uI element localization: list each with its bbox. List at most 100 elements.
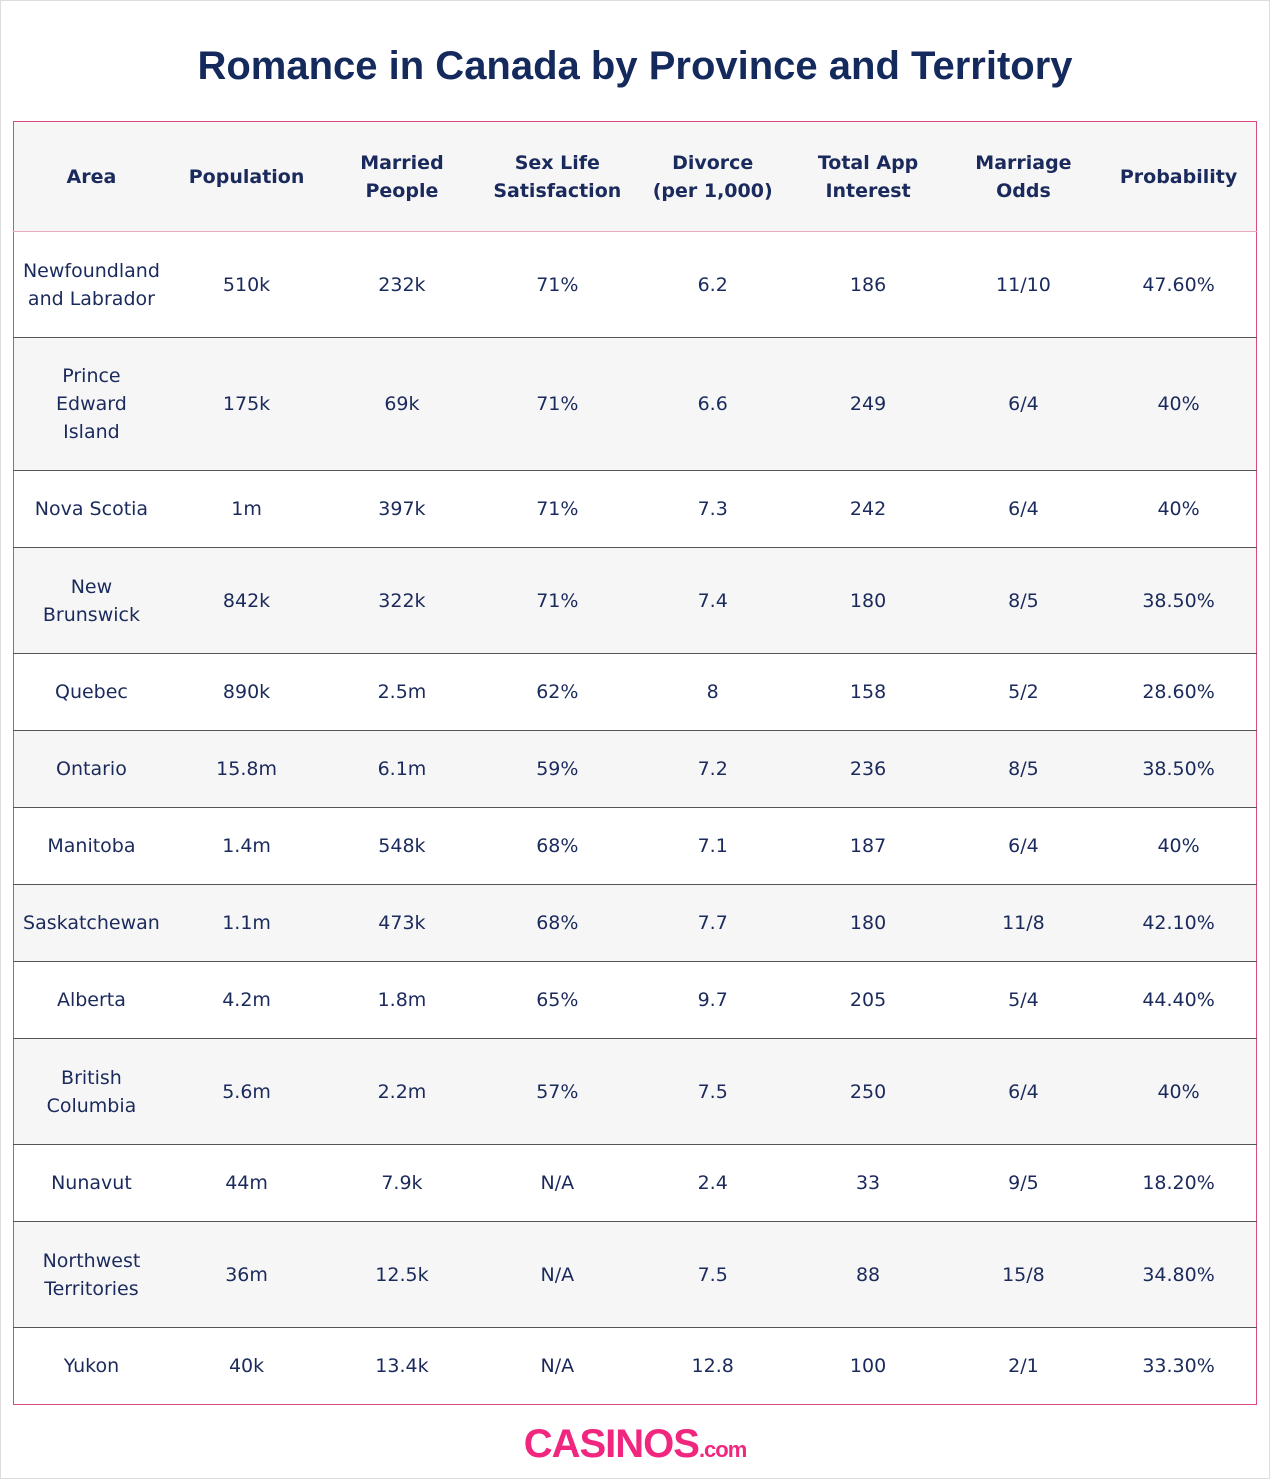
cell-text: 473k — [378, 912, 426, 934]
header-row: Area Population Married People Sex Life Satis… — [13, 121, 1257, 232]
area-line: Island — [63, 421, 120, 443]
cell-text: 15.8m — [216, 758, 277, 780]
value-cell: 236 — [790, 730, 946, 808]
cell-text: 15/8 — [1002, 1263, 1045, 1286]
value-cell: 890k — [168, 653, 325, 731]
cell-text: 28.60% — [1142, 681, 1215, 703]
value-cell: 11/8 — [945, 884, 1102, 962]
cell-text: 40% — [1157, 835, 1200, 857]
value-cell: 6.6 — [635, 337, 791, 471]
cell-text: 2.4 — [697, 1172, 728, 1194]
table-row: Alberta 4.2m 1.8m 65% 9.7 205 5/4 44.40% — [13, 961, 1257, 1039]
value-cell: 88 — [790, 1221, 946, 1328]
area-cell: Newfoundland and Labrador — [13, 231, 169, 338]
cell-text: 38.50% — [1142, 589, 1215, 612]
value-cell: 8 — [635, 653, 791, 731]
value-cell: 5.6m — [168, 1038, 325, 1145]
cell-text: 44.40% — [1142, 989, 1215, 1011]
area-line: Yukon — [63, 1355, 120, 1377]
cell-text: 186 — [849, 273, 887, 296]
table-row: Northwest Territories 36m 12.5k N/A 7.5 88 15/8… — [13, 1221, 1257, 1328]
value-cell: 28.60% — [1101, 653, 1257, 731]
value-cell: 2.5m — [324, 653, 480, 731]
header-line: Population — [188, 165, 305, 188]
data-table: Area Population Married People Sex Life Satis… — [13, 121, 1257, 1405]
value-cell: 473k — [324, 884, 480, 962]
value-cell: 5/2 — [945, 653, 1102, 731]
value-cell: 47.60% — [1101, 231, 1257, 338]
cell-text: 13.4k — [375, 1355, 429, 1377]
column-header: Sex Life Satisfaction — [479, 121, 635, 232]
area-line: Quebec — [54, 681, 128, 703]
cell-text: 7.1 — [697, 835, 728, 857]
cell-text: 36m — [225, 1263, 268, 1286]
value-cell: 7.1 — [635, 807, 791, 885]
cell-text: 59% — [536, 758, 579, 780]
cell-text: 18.20% — [1142, 1172, 1215, 1194]
cell-text: 5/4 — [1008, 989, 1039, 1011]
cell-text: 68% — [536, 912, 579, 934]
table-row: British Columbia 5.6m 2.2m 57% 7.5 250 6/4 40% — [13, 1038, 1257, 1145]
area-line: Saskatchewan — [23, 912, 160, 934]
cell-text: 44m — [225, 1172, 268, 1194]
value-cell: 12.8 — [635, 1327, 791, 1405]
table-row: Nova Scotia 1m 397k 71% 7.3 242 6/4 40% — [13, 470, 1257, 548]
cell-text: 9.7 — [697, 989, 728, 1011]
value-cell: 6/4 — [945, 807, 1102, 885]
header-line: Satisfaction — [493, 179, 622, 202]
table-row: Prince Edward Island 175k 69k 71% 6.6 249 6/4 40% — [13, 337, 1257, 471]
cell-text: 205 — [849, 989, 887, 1011]
value-cell: 7.4 — [635, 547, 791, 654]
column-header: Married People — [324, 121, 480, 232]
cell-text: 158 — [849, 681, 887, 703]
area-cell: Northwest Territories — [13, 1221, 169, 1328]
value-cell: 6/4 — [945, 1038, 1102, 1145]
cell-text: 187 — [849, 835, 887, 857]
cell-text: 38.50% — [1142, 758, 1215, 780]
value-cell: 71% — [479, 470, 635, 548]
area-cell: Nova Scotia — [13, 470, 169, 548]
column-header: Probability — [1101, 121, 1257, 232]
cell-text: 6/4 — [1008, 1080, 1039, 1103]
cell-text: 7.7 — [697, 912, 728, 934]
value-cell: 71% — [479, 547, 635, 654]
value-cell: 4.2m — [168, 961, 325, 1039]
column-header: Area — [13, 121, 169, 232]
cell-text: 175k — [222, 393, 271, 415]
area-line: British — [61, 1066, 122, 1089]
value-cell: 242 — [790, 470, 946, 548]
value-cell: 9.7 — [635, 961, 791, 1039]
cell-text: 71% — [536, 589, 579, 612]
value-cell: 8/5 — [945, 547, 1102, 654]
value-cell: 40% — [1101, 1038, 1257, 1145]
value-cell: 322k — [324, 547, 480, 654]
value-cell: 6/4 — [945, 337, 1102, 471]
header-line: (per 1,000) — [652, 179, 773, 202]
header-line: Odds — [996, 179, 1051, 202]
value-cell: 36m — [168, 1221, 325, 1328]
value-cell: 7.5 — [635, 1038, 791, 1145]
header-line: People — [365, 179, 439, 202]
value-cell: 9/5 — [945, 1144, 1102, 1222]
column-header: Total App Interest — [790, 121, 946, 232]
cell-text: 5.6m — [222, 1080, 271, 1103]
area-line: Territories — [44, 1277, 139, 1300]
value-cell: 2.2m — [324, 1038, 480, 1145]
cell-text: 57% — [536, 1080, 579, 1103]
value-cell: 2/1 — [945, 1327, 1102, 1405]
cell-text: 510k — [222, 273, 271, 296]
value-cell: N/A — [479, 1327, 635, 1405]
value-cell: 71% — [479, 337, 635, 471]
cell-text: N/A — [540, 1172, 575, 1194]
value-cell: 71% — [479, 231, 635, 338]
cell-text: N/A — [540, 1263, 575, 1286]
cell-text: 249 — [849, 393, 887, 415]
cell-text: 71% — [536, 393, 579, 415]
cell-text: 40% — [1157, 393, 1200, 415]
value-cell: 7.5 — [635, 1221, 791, 1328]
header-line: Interest — [825, 179, 911, 202]
header-line: Sex Life — [514, 151, 600, 174]
cell-text: 250 — [849, 1080, 887, 1103]
area-cell: Alberta — [13, 961, 169, 1039]
value-cell: 12.5k — [324, 1221, 480, 1328]
